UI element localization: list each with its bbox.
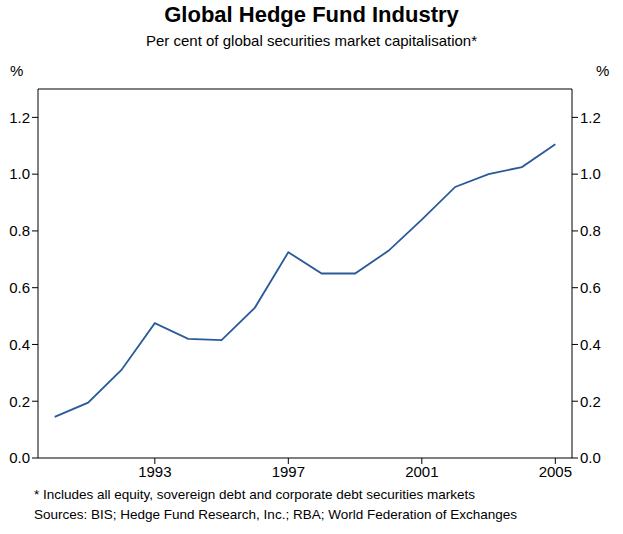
html-text:Global Hedge Fund Industry: Global Hedge Fund Industry (164, 2, 459, 27)
html-text:* Includes all equity, soverei: * Includes all equity, sovereign debt an… (34, 487, 475, 502)
html-text:Per cent of global securities: Per cent of global securities market cap… (146, 32, 477, 49)
svg-text:0.6: 0.6 (580, 279, 601, 296)
html-text:Sources: BIS; Hedge Fund Resea: Sources: BIS; Hedge Fund Research, Inc.;… (34, 507, 517, 522)
svg-text:1.0: 1.0 (580, 165, 601, 182)
svg-text:0.0: 0.0 (580, 449, 601, 466)
svg-text:0.2: 0.2 (9, 393, 30, 410)
svg-text:0.8: 0.8 (9, 222, 30, 239)
svg-text:2005: 2005 (539, 463, 572, 480)
svg-text:0.4: 0.4 (580, 336, 601, 353)
svg-text:0.4: 0.4 (9, 336, 30, 353)
svg-text:0.0: 0.0 (9, 449, 30, 466)
svg-text:1.2: 1.2 (580, 109, 601, 126)
svg-text:0.2: 0.2 (580, 393, 601, 410)
svg-text:1997: 1997 (272, 463, 305, 480)
svg-text:0.8: 0.8 (580, 222, 601, 239)
svg-text:0.6: 0.6 (9, 279, 30, 296)
svg-text:1993: 1993 (138, 463, 171, 480)
svg-text:2001: 2001 (405, 463, 438, 480)
svg-text:1.0: 1.0 (9, 165, 30, 182)
svg-text:1.2: 1.2 (9, 109, 30, 126)
